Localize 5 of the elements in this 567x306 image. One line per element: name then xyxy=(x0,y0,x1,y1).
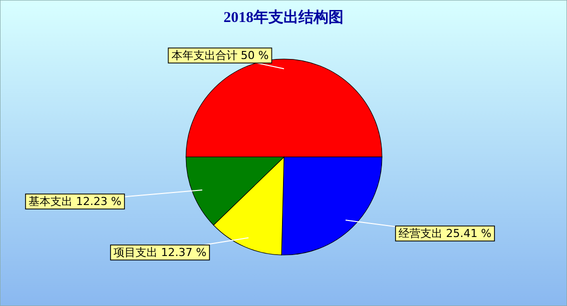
slice-label: 经营支出 25.41 % xyxy=(398,227,492,240)
chart-title: 2018年支出结构图 xyxy=(224,9,344,26)
slice-label: 基本支出 12.23 % xyxy=(28,195,122,208)
slice-label: 本年支出合计 50 % xyxy=(171,49,269,62)
slice-label: 项目支出 12.37 % xyxy=(114,246,206,259)
